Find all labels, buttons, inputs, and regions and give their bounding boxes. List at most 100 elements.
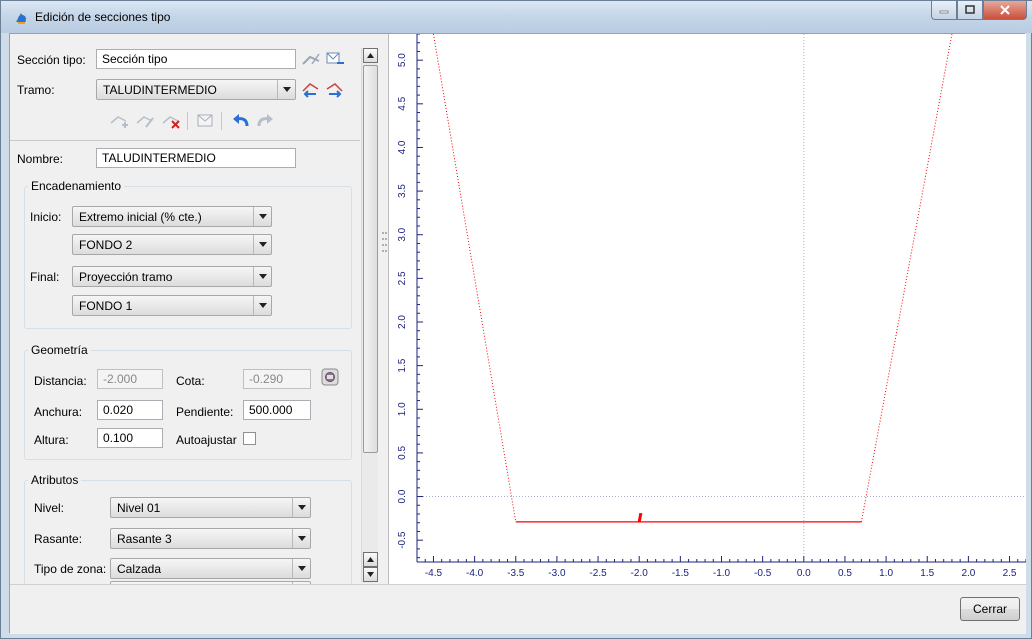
export-section-icon[interactable] [324, 49, 346, 69]
rasante-select[interactable]: Rasante 3 [110, 528, 311, 549]
altura-input[interactable] [97, 428, 163, 448]
geometria-title: Geometría [28, 343, 91, 357]
nombre-input[interactable] [96, 148, 296, 168]
arrow-up-icon [367, 53, 374, 58]
toolbar-separator [187, 112, 188, 130]
nivel-select[interactable]: Nivel 01 [110, 497, 311, 518]
y-tick-label: 0.5 [397, 446, 408, 460]
next-tramo-icon[interactable] [324, 79, 346, 99]
window-title: Edición de secciones tipo [35, 10, 171, 24]
chevron-down-icon [253, 267, 271, 286]
pendiente-label: Pendiente: [176, 405, 234, 419]
y-tick-label: 3.5 [397, 184, 408, 198]
chevron-down-icon [253, 207, 271, 226]
distancia-label: Distancia: [34, 374, 87, 388]
pendiente-input[interactable] [243, 400, 311, 420]
chevron-down-icon [292, 498, 310, 517]
x-tick-label: -1.0 [713, 568, 731, 579]
section-profile-chart[interactable]: -4.5 -4.0 -3.5 -3.0 -2.5 -2.0 -1.5 -1.0 -0.5 0.0 0… [388, 33, 1027, 584]
x-tick-label: 2.0 [961, 568, 975, 579]
x-tick-label: 0.0 [797, 568, 811, 579]
tramo-label: Tramo: [17, 83, 55, 97]
seccion-input[interactable] [96, 49, 296, 69]
cota-input [243, 369, 311, 389]
inicio-select[interactable]: Extremo inicial (% cte.) [72, 206, 272, 227]
x-tick-label: -3.5 [507, 568, 525, 579]
nivel-label: Nivel: [34, 501, 65, 515]
arrow-down-icon [367, 572, 374, 577]
chevron-down-icon [277, 80, 295, 99]
close-icon [1000, 5, 1010, 15]
y-tick-label: 5.0 [397, 53, 408, 67]
final-value: Proyección tramo [79, 270, 173, 284]
inicio-ref-value: FONDO 2 [79, 238, 133, 252]
x-tick-label: -2.0 [631, 568, 649, 579]
maximize-button[interactable] [957, 1, 983, 20]
close-button[interactable] [983, 1, 1027, 20]
scroll-down-button[interactable] [363, 567, 378, 582]
panel-scrollbar[interactable] [361, 48, 378, 583]
profile-series-3 [637, 512, 643, 523]
distancia-input [97, 369, 163, 389]
encadenamiento-title: Encadenamiento [28, 179, 125, 193]
minimize-button[interactable] [931, 1, 957, 20]
atributos-group [24, 480, 352, 584]
mail-icon[interactable] [194, 111, 216, 131]
tramo-select[interactable]: TALUDINTERMEDIO [96, 79, 296, 100]
final-select[interactable]: Proyección tramo [72, 266, 272, 287]
arrow-up-icon [367, 557, 374, 562]
cota-label: Cota: [176, 374, 205, 388]
x-tick-label: -4.5 [425, 568, 443, 579]
toolbar-separator [221, 112, 222, 130]
autoajustar-label: Autoajustar [176, 433, 237, 447]
y-tick-label: 1.5 [397, 358, 408, 372]
y-tick-label: 2.0 [397, 315, 408, 329]
extra-select[interactable] [110, 581, 311, 584]
maximize-icon [965, 5, 975, 14]
autoajustar-checkbox[interactable] [243, 432, 256, 445]
x-tick-label: -1.5 [672, 568, 690, 579]
chevron-down-icon [292, 582, 310, 584]
chevron-down-icon [292, 529, 310, 548]
x-tick-label: 0.5 [838, 568, 852, 579]
cerrar-button[interactable]: Cerrar [960, 597, 1020, 621]
undo-icon[interactable] [230, 111, 252, 131]
y-tick-label: 4.0 [397, 140, 408, 154]
x-tick-label: -4.0 [466, 568, 484, 579]
x-tick-label: 1.5 [920, 568, 934, 579]
x-tick-label: 2.5 [1003, 568, 1017, 579]
zona-select[interactable]: Calzada [110, 558, 311, 579]
bottom-bar: Cerrar [10, 584, 1026, 634]
scroll-up-button-lower[interactable] [363, 552, 378, 567]
x-tick-label: -2.5 [589, 568, 607, 579]
window-controls [931, 1, 1027, 21]
rasante-value: Rasante 3 [117, 532, 172, 546]
section-divider [10, 140, 360, 141]
rasante-label: Rasante: [34, 532, 83, 546]
edit-tramo-icon[interactable] [134, 111, 156, 131]
previous-tramo-icon[interactable] [300, 79, 322, 99]
chevron-down-icon [292, 559, 310, 578]
redo-icon[interactable] [254, 111, 276, 131]
edit-section-icon[interactable] [300, 49, 322, 69]
panel-splitter[interactable] [380, 34, 388, 584]
chart-canvas: -4.5 -4.0 -3.5 -3.0 -2.5 -2.0 -1.5 -1.0 -0.5 0.0 0… [397, 33, 1027, 579]
y-tick-label: -0.5 [397, 531, 408, 549]
encadenamiento-group [24, 186, 352, 329]
x-tick-label: -0.5 [754, 568, 772, 579]
inicio-ref-select[interactable]: FONDO 2 [72, 234, 272, 255]
grip-icon [382, 232, 387, 252]
x-tick-label: -3.0 [548, 568, 566, 579]
y-tick-label: 0.0 [397, 489, 408, 503]
final-ref-select[interactable]: FONDO 1 [72, 295, 272, 316]
calculator-icon[interactable] [319, 367, 341, 387]
chevron-down-icon [253, 296, 271, 315]
delete-tramo-icon[interactable] [160, 111, 182, 131]
profile-series-2 [860, 33, 953, 522]
y-tick-label: 4.5 [397, 96, 408, 110]
scroll-thumb[interactable] [363, 65, 378, 453]
add-tramo-icon[interactable] [108, 111, 130, 131]
scroll-up-button[interactable] [363, 48, 378, 63]
anchura-input[interactable] [97, 400, 163, 420]
